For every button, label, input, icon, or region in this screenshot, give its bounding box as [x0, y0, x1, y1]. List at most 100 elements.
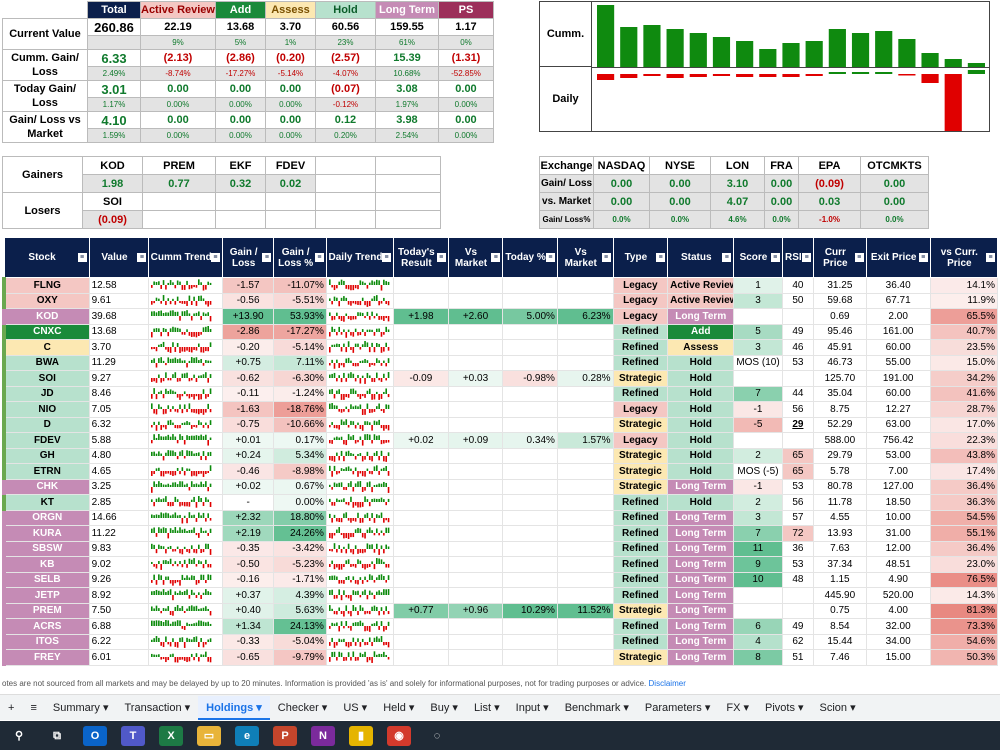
column-header[interactable]: Score ≡ [733, 237, 783, 278]
sheet-tab[interactable]: Checker ▾ [277, 701, 328, 714]
table-row[interactable]: SBSW 9.83 -0.35 -3.42% Refined Long Term 11 36 7… [1, 540, 999, 557]
stock-symbol[interactable]: GH [1, 447, 90, 464]
table-row[interactable]: OXY 9.61 -0.56 -5.51% Legacy Active Review 3 50… [1, 292, 999, 309]
filter-icon[interactable]: ≡ [262, 253, 272, 262]
table-row[interactable]: CNXC 13.68 -2.86 -17.27% Refined Add 5 49 95.46 1… [1, 323, 999, 340]
stock-symbol[interactable]: D [1, 416, 90, 433]
filter-icon[interactable]: ≡ [382, 253, 392, 262]
filter-icon[interactable]: ≡ [137, 253, 147, 262]
stock-symbol[interactable]: SOI [1, 370, 90, 387]
power-bi-icon[interactable]: ▮ [349, 725, 373, 746]
stock-symbol[interactable]: ETRN [1, 463, 90, 480]
column-header[interactable]: Type ≡ [612, 237, 669, 278]
disclaimer-link[interactable]: Disclaimer [648, 679, 686, 688]
powerpoint-icon[interactable]: P [273, 725, 297, 746]
column-header[interactable]: Today % ≡ [502, 237, 558, 278]
table-row[interactable]: FDEV 5.88 +0.01 0.17% +0.02 +0.09 0.34% 1.57% Le… [1, 432, 999, 449]
table-row[interactable]: C 3.70 -0.20 -5.14% Refined Assess 3 46 45.91 60.… [1, 339, 999, 356]
filter-icon[interactable]: ≡ [77, 253, 87, 262]
table-row[interactable]: KB 9.02 -0.50 -5.23% Refined Long Term 9 53 37.3… [1, 556, 999, 573]
stock-symbol[interactable]: KB [1, 556, 90, 573]
column-header[interactable]: Vs Market ≡ [447, 237, 504, 278]
filter-icon[interactable]: ≡ [854, 253, 864, 262]
table-row[interactable]: JD 8.46 -0.11 -1.24% Refined Hold 7 44 35.04 60.0… [1, 385, 999, 402]
filter-icon[interactable]: ≡ [545, 253, 555, 262]
table-row[interactable]: KURA 11.22 +2.19 24.26% Refined Long Term 7 72 1… [1, 525, 999, 542]
stock-symbol[interactable]: CHK [1, 478, 90, 495]
edge-icon[interactable]: e [235, 725, 259, 746]
column-header[interactable]: Gain / Loss % ≡ [273, 237, 327, 278]
filter-icon[interactable]: ≡ [986, 253, 995, 262]
filter-icon[interactable]: ≡ [491, 253, 501, 262]
filter-icon[interactable]: ≡ [802, 253, 812, 262]
sheet-tab[interactable]: FX ▾ [726, 701, 749, 714]
sheet-tab[interactable]: Summary ▾ [52, 701, 109, 714]
sheet-tab[interactable]: Input ▾ [515, 701, 549, 714]
stock-symbol[interactable]: JD [1, 385, 90, 402]
stock-symbol[interactable]: KT [1, 494, 90, 511]
column-header[interactable]: Vs Market ≡ [556, 237, 614, 278]
onenote-icon[interactable]: N [311, 725, 335, 746]
filter-icon[interactable]: ≡ [918, 253, 928, 262]
table-row[interactable]: GH 4.80 +0.24 5.34% Strategic Hold 2 65 29.79 53.… [1, 447, 999, 464]
stock-symbol[interactable]: PREM [1, 602, 90, 619]
table-row[interactable]: NIO 7.05 -1.63 -18.76% Legacy Hold -1 56 8.75 12.… [1, 401, 999, 418]
stock-symbol[interactable]: ORGN [1, 509, 90, 526]
column-header[interactable]: Daily Trend ≡ [325, 237, 395, 278]
table-row[interactable]: ACRS 6.88 +1.34 24.13% Refined Long Term 6 49 8.… [1, 618, 999, 635]
column-header[interactable]: vs Curr. Price ≡ [929, 237, 999, 278]
outlook-icon[interactable]: O [83, 725, 107, 746]
table-row[interactable]: D 6.32 -0.75 -10.66% Strategic Hold -5 29 52.29 6… [1, 416, 999, 433]
sheet-tab[interactable]: List ▾ [473, 701, 500, 714]
teams-icon[interactable]: T [121, 725, 145, 746]
stock-symbol[interactable]: FREY [1, 649, 90, 666]
table-row[interactable]: KT 2.85 -0.00% Refined Hold 2 56 11.78 18.50 36.3… [1, 494, 999, 511]
filter-icon[interactable]: ≡ [722, 253, 732, 262]
table-row[interactable]: SELB 9.26 -0.16 -1.71% Refined Long Term 10 48 1… [1, 571, 999, 588]
column-header[interactable]: Cumm Trend ≡ [148, 237, 223, 278]
excel-icon[interactable]: X [159, 725, 183, 746]
stock-symbol[interactable]: KOD [1, 308, 90, 325]
sheet-tab[interactable]: Scion ▾ [819, 701, 856, 714]
sheet-tab[interactable]: Buy ▾ [430, 701, 458, 714]
app-icon[interactable]: ◌ [433, 729, 441, 742]
stock-symbol[interactable]: SELB [1, 571, 90, 588]
table-row[interactable]: CHK 3.25 +0.02 0.67% Strategic Long Term -1 53 8… [1, 478, 999, 495]
column-header[interactable]: Status ≡ [667, 237, 735, 278]
table-row[interactable]: JETP 8.92 +0.37 4.39% Refined Long Term 445.90… [1, 587, 999, 604]
stock-symbol[interactable]: BWA [1, 354, 90, 371]
search-icon[interactable]: ⚲ [14, 729, 24, 742]
table-row[interactable]: ORGN 14.66 +2.32 18.80% Refined Long Term 3 57 4… [1, 509, 999, 526]
table-row[interactable]: ETRN 4.65 -0.46 -8.98% Strategic Hold MOS (-5)… [1, 463, 999, 480]
sheet-tab[interactable]: Benchmark ▾ [564, 701, 629, 714]
stock-symbol[interactable]: OXY [1, 292, 90, 309]
stock-symbol[interactable]: JETP [1, 587, 90, 604]
stock-symbol[interactable]: FDEV [1, 432, 90, 449]
table-row[interactable]: FLNG 12.58 -1.57 -11.07% Legacy Active Review… [1, 277, 999, 294]
table-row[interactable]: BWA 11.29 +0.75 7.11% Refined Hold MOS (10) 53 4… [1, 354, 999, 371]
stock-symbol[interactable]: KURA [1, 525, 90, 542]
sheet-tab[interactable]: Pivots ▾ [764, 701, 804, 714]
filter-icon[interactable]: ≡ [436, 253, 446, 262]
column-header[interactable]: RSI ≡ [781, 237, 815, 278]
sheet-tab[interactable]: Held ▾ [383, 701, 415, 714]
filter-icon[interactable]: ≡ [314, 253, 324, 262]
column-header[interactable]: Curr Price ≡ [813, 237, 867, 278]
table-row[interactable]: PREM 7.50 +0.40 5.63% +0.77 +0.96 10.29% 11.52%… [1, 602, 999, 619]
sheet-tab[interactable]: Holdings ▾ [198, 695, 270, 720]
filter-icon[interactable]: ≡ [656, 253, 666, 262]
filter-icon[interactable]: ≡ [210, 253, 220, 262]
filter-icon[interactable]: ≡ [601, 253, 611, 262]
stock-symbol[interactable]: ACRS [1, 618, 90, 635]
stock-symbol[interactable]: ITOS [1, 633, 90, 650]
sheet-tab[interactable]: Parameters ▾ [644, 701, 711, 714]
column-header[interactable]: Value ≡ [88, 237, 150, 278]
stock-symbol[interactable]: FLNG [1, 277, 90, 294]
sheet-tab[interactable]: US ▾ [343, 701, 368, 714]
stock-symbol[interactable]: SBSW [1, 540, 90, 557]
file-explorer-icon[interactable]: ▭ [197, 725, 221, 746]
all-sheets-menu[interactable]: ≡ [30, 701, 37, 714]
chrome-icon[interactable]: ◉ [387, 725, 411, 746]
add-sheet-button[interactable]: + [8, 701, 15, 714]
table-row[interactable]: KOD 39.68 +13.90 53.93% +1.98 +2.60 5.00% 6.23%… [1, 308, 999, 325]
